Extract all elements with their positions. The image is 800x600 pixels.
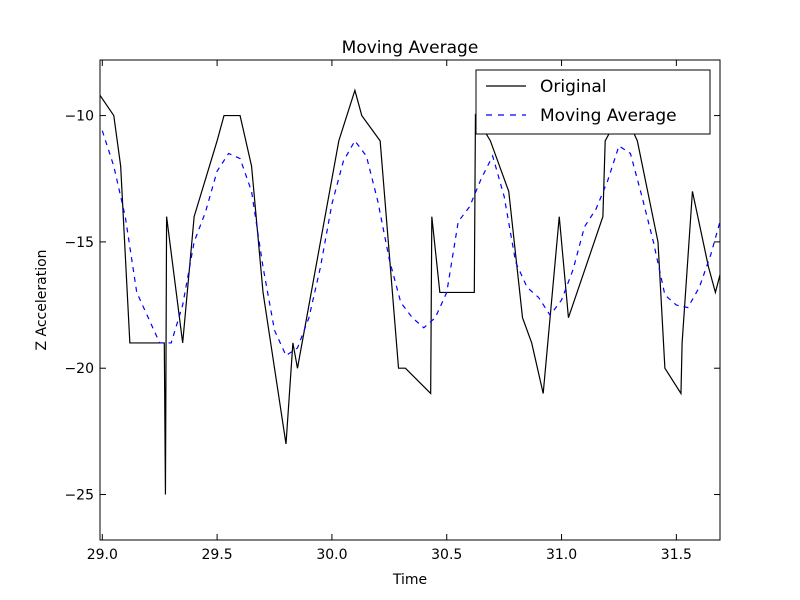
x-tick-label: 30.0 (316, 547, 347, 563)
plot-area (100, 60, 720, 540)
axis-ticks: 29.0 29.5 30.0 30.5 31.0 31.5 −25 −20 −15 −10 (64, 60, 720, 563)
y-axis-label: Z Acceleration (34, 249, 50, 350)
chart-title: Moving Average (342, 38, 479, 58)
x-axis-label: Time (392, 572, 427, 588)
legend-label-moving-average: Moving Average (540, 106, 677, 126)
series-line-original (100, 88, 720, 495)
plot-frame (99, 59, 721, 541)
y-tick-label: −25 (64, 488, 94, 504)
x-tick-label: 29.5 (202, 547, 233, 563)
x-tick-label: 29.0 (87, 547, 118, 563)
x-tick-label: 31.0 (546, 547, 577, 563)
legend: Original Moving Average (475, 69, 711, 135)
legend-label-original: Original (540, 77, 607, 97)
y-tick-label: −10 (64, 109, 94, 125)
series-lines (100, 88, 720, 495)
x-tick-label: 31.5 (661, 547, 692, 563)
legend-box (475, 69, 711, 135)
y-tick-label: −20 (64, 361, 94, 377)
x-tick-label: 30.5 (431, 547, 462, 563)
y-tick-label: −15 (64, 235, 94, 251)
